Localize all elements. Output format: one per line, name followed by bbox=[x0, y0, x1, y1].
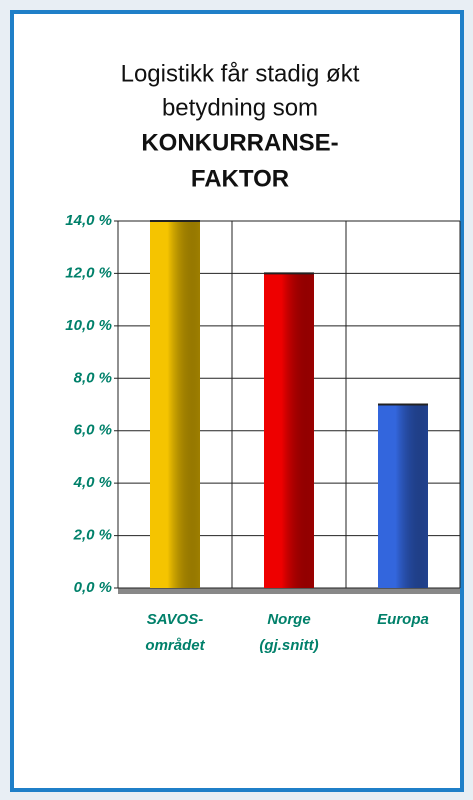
frame bbox=[10, 10, 464, 792]
chart-title: betydning som bbox=[162, 94, 318, 121]
chart-title: KONKURRANSE- bbox=[141, 129, 338, 156]
floor bbox=[118, 588, 460, 594]
x-tick-label: området bbox=[145, 637, 205, 654]
y-tick-label: 8,0 % bbox=[74, 369, 112, 386]
y-tick-label: 0,0 % bbox=[74, 579, 112, 596]
y-tick-label: 12,0 % bbox=[65, 264, 112, 281]
x-tick-label: Norge bbox=[267, 611, 310, 628]
y-tick-label: 14,0 % bbox=[65, 212, 112, 229]
bar-shade bbox=[264, 273, 314, 588]
x-tick-label: (gj.snitt) bbox=[259, 637, 318, 654]
chart-title: FAKTOR bbox=[191, 165, 289, 192]
chart-title: Logistikk får stadig økt bbox=[121, 60, 360, 87]
x-tick-label: SAVOS- bbox=[147, 611, 203, 628]
y-tick-label: 10,0 % bbox=[65, 317, 112, 334]
x-tick-label: Europa bbox=[377, 611, 429, 628]
bar-shade bbox=[150, 221, 200, 588]
y-tick-label: 2,0 % bbox=[73, 527, 112, 544]
bar-shade bbox=[378, 404, 428, 588]
y-tick-label: 4,0 % bbox=[73, 474, 112, 491]
y-tick-label: 6,0 % bbox=[74, 422, 112, 439]
